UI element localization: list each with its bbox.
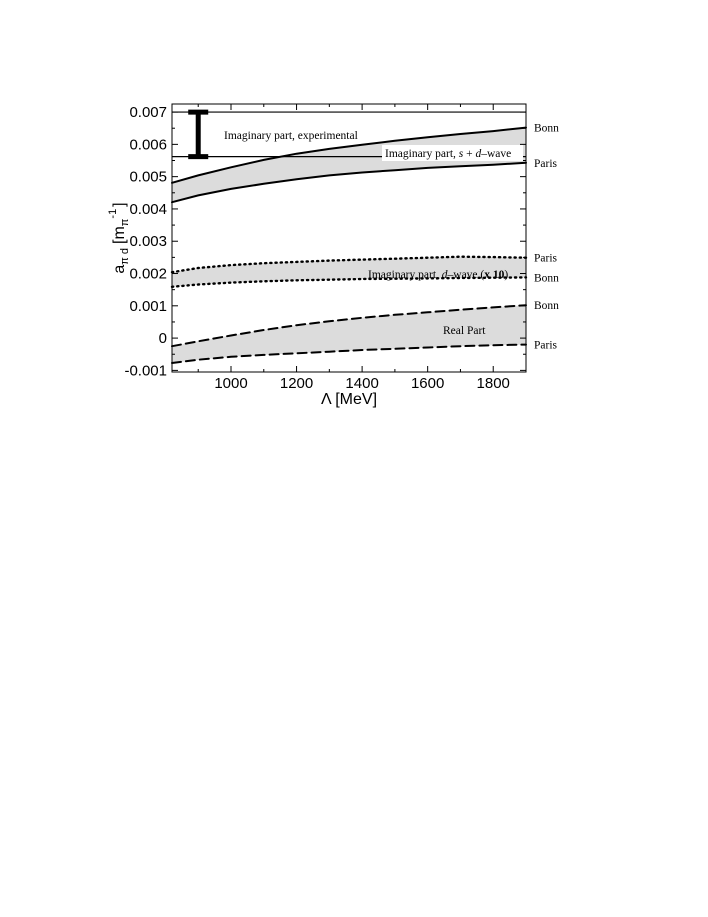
y-tick-label: 0.004 (129, 201, 167, 218)
x-tick-label: 1800 (477, 375, 510, 392)
label-s-plus-d-wave: Imaginary part, s + d–wave (385, 148, 511, 160)
curve-d_wave_x10-upper (170, 255, 528, 274)
y-axis-title-sub: π d (119, 248, 131, 265)
y-axis-title-base: a (111, 265, 128, 274)
model-label-s_plus_d-upper: Bonn (534, 123, 559, 135)
y-tick-label: 0.001 (129, 298, 167, 315)
x-axis-title: Λ [MeV] (321, 391, 377, 408)
labels-layer: Bonn Paris Paris Bonn Bonn Paris Imaginary par… (224, 123, 559, 352)
model-label-s_plus_d-lower: Paris (534, 158, 558, 170)
y-tick-label: 0.006 (129, 136, 167, 153)
y-tick-label: 0.005 (129, 169, 167, 186)
model-label-real-upper: Bonn (534, 300, 559, 312)
ticks-layer: 1000 1200 1400 1600 1800 -0.001 0 0.001 0.002 0.0… (124, 104, 527, 392)
x-tick-label: 1400 (345, 375, 378, 392)
curve-d_wave_x10-lower (170, 276, 528, 288)
y-tick-label: 0.007 (129, 104, 167, 121)
curve-s_plus_d-lower (171, 161, 527, 204)
band-real (172, 305, 526, 363)
y-tick-label: 0.003 (129, 233, 167, 250)
y-axis-title-unit-close: ] (111, 202, 128, 206)
y-tick-label: 0.002 (129, 266, 167, 283)
label-d-wave-x10: Imaginary part, d–wave (x 10) (368, 269, 508, 281)
curve-real-upper (171, 304, 527, 348)
model-label-real-lower: Paris (534, 340, 558, 352)
label-real-part: Real Part (443, 325, 486, 337)
curve-real-lower (171, 343, 527, 364)
y-axis-title-unit-sup: -1 (107, 209, 119, 219)
model-label-d_wave_x10-lower: Bonn (534, 272, 559, 284)
curve-s_plus_d-upper (171, 126, 527, 184)
y-axis-title-unit-sub: π (119, 218, 131, 226)
y-tick-label: -0.001 (124, 362, 167, 379)
x-tick-label: 1000 (214, 375, 247, 392)
label-s-plus-d-background (382, 145, 523, 161)
y-axis-title-unit-open: [m (111, 226, 128, 244)
plot-frame (171, 103, 527, 373)
x-tick-label: 1200 (280, 375, 313, 392)
y-tick-label: 0 (159, 330, 167, 347)
y-axis-title: aπ d [mπ-1] (107, 202, 131, 273)
label-experimental: Imaginary part, experimental (224, 130, 358, 142)
curves-layer (170, 126, 528, 364)
x-tick-label: 1600 (411, 375, 444, 392)
model-label-d_wave_x10-upper: Paris (534, 253, 558, 265)
